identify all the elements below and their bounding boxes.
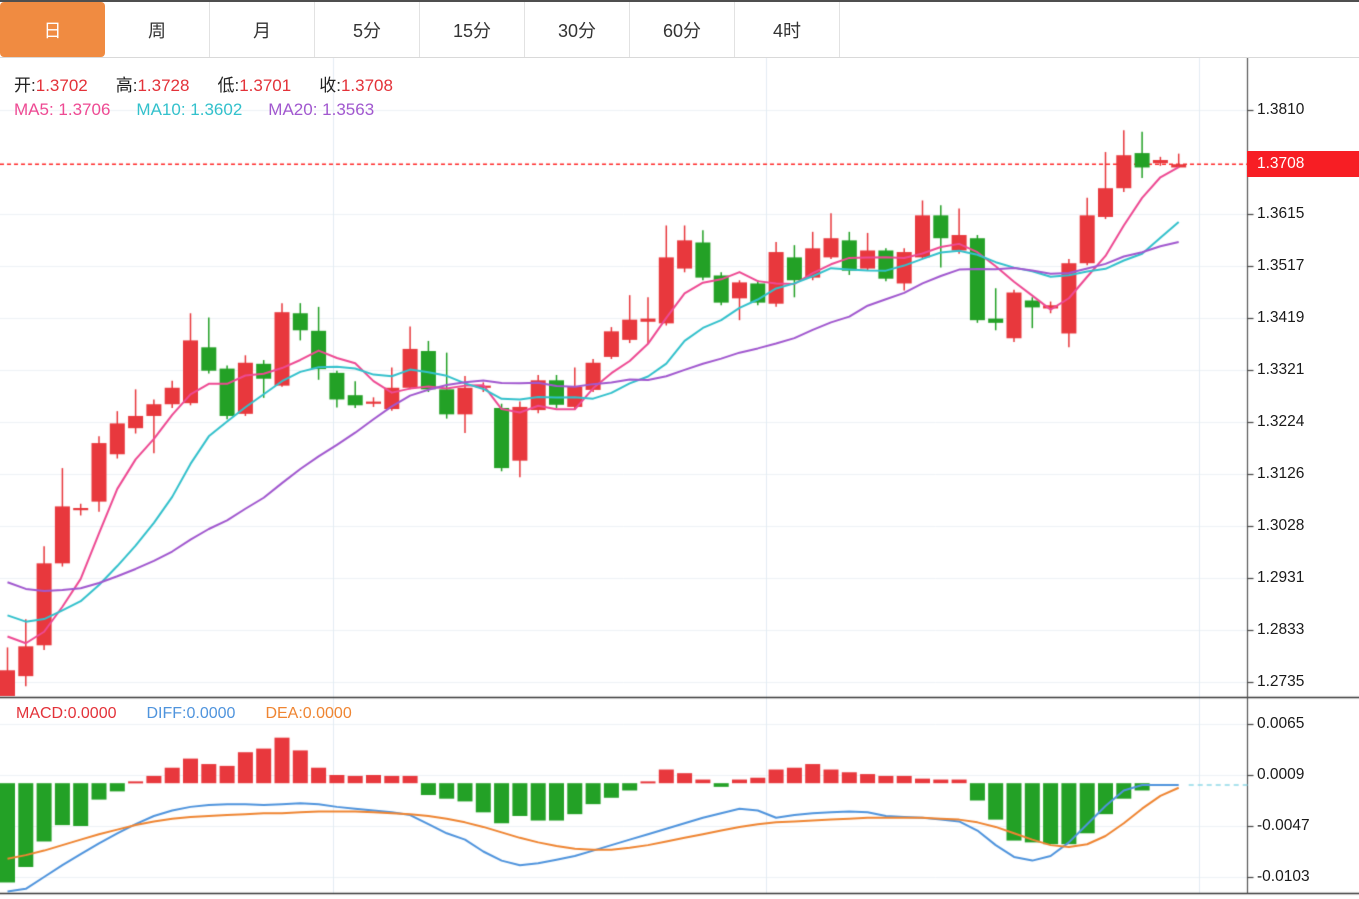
macd-axis-tick: 0.0009 <box>1257 766 1305 783</box>
macd-axis-tick: -0.0103 <box>1257 868 1310 885</box>
dea-label: DEA: <box>265 705 303 722</box>
low-value: 1.3701 <box>239 76 292 95</box>
ma-header: MA5: 1.3706 MA10: 1.3602 MA20: 1.3563 <box>14 100 374 120</box>
macd-axis-tick: -0.0047 <box>1257 817 1310 834</box>
macd-label: MACD: <box>16 705 68 722</box>
open-value: 1.3702 <box>35 76 88 95</box>
diff-value: 0.0000 <box>186 705 236 722</box>
ma5-value: 1.3706 <box>58 100 111 119</box>
ma10-label: MA10: <box>136 100 186 119</box>
open-label: 开: <box>14 76 36 95</box>
price-axis-tick: 1.3615 <box>1257 205 1305 222</box>
price-axis-tick: 1.2833 <box>1257 621 1305 638</box>
tab-5min[interactable]: 5分 <box>315 2 420 57</box>
close-value: 1.3708 <box>340 76 393 95</box>
price-axis-tick: 1.2735 <box>1257 673 1305 690</box>
macd-axis-tick: 0.0065 <box>1257 715 1305 732</box>
tab-day[interactable]: 日 <box>0 2 105 57</box>
timeframe-tabbar: 日 周 月 5分 15分 30分 60分 4时 <box>0 0 1359 58</box>
tab-month[interactable]: 月 <box>210 2 315 57</box>
tab-30min[interactable]: 30分 <box>525 2 630 57</box>
diff-label: DIFF: <box>146 705 187 722</box>
macd-header: MACD:0.0000 DIFF:0.0000 DEA:0.0000 <box>16 705 352 723</box>
ohlc-header: 开:1.3702 高:1.3728 低:1.3701 收:1.3708 <box>14 71 393 96</box>
price-axis-tick: 1.3321 <box>1257 361 1305 378</box>
ma20-value: 1.3563 <box>322 100 375 119</box>
ma5-label: MA5: <box>14 100 54 119</box>
close-label: 收: <box>319 76 341 95</box>
price-axis-tick: 1.3224 <box>1257 413 1305 430</box>
price-axis-tick: 1.3517 <box>1257 257 1305 274</box>
high-label: 高: <box>115 76 138 95</box>
dea-value: 0.0000 <box>302 705 352 722</box>
price-axis-tick: 1.3810 <box>1257 101 1305 118</box>
macd-value: 0.0000 <box>67 705 117 722</box>
last-price-tag: 1.3708 <box>1247 151 1359 177</box>
tab-15min[interactable]: 15分 <box>420 2 525 57</box>
low-label: 低: <box>217 76 240 95</box>
high-value: 1.3728 <box>137 76 190 95</box>
tab-60min[interactable]: 60分 <box>630 2 735 57</box>
price-axis-tick: 1.2931 <box>1257 569 1305 586</box>
price-axis-tick: 1.3419 <box>1257 309 1305 326</box>
price-axis-tick: 1.3028 <box>1257 517 1305 534</box>
tab-4hour[interactable]: 4时 <box>735 2 840 57</box>
tab-week[interactable]: 周 <box>105 2 210 57</box>
price-axis-tick: 1.3126 <box>1257 465 1305 482</box>
ma20-label: MA20: <box>268 100 318 119</box>
ma10-value: 1.3602 <box>190 100 243 119</box>
